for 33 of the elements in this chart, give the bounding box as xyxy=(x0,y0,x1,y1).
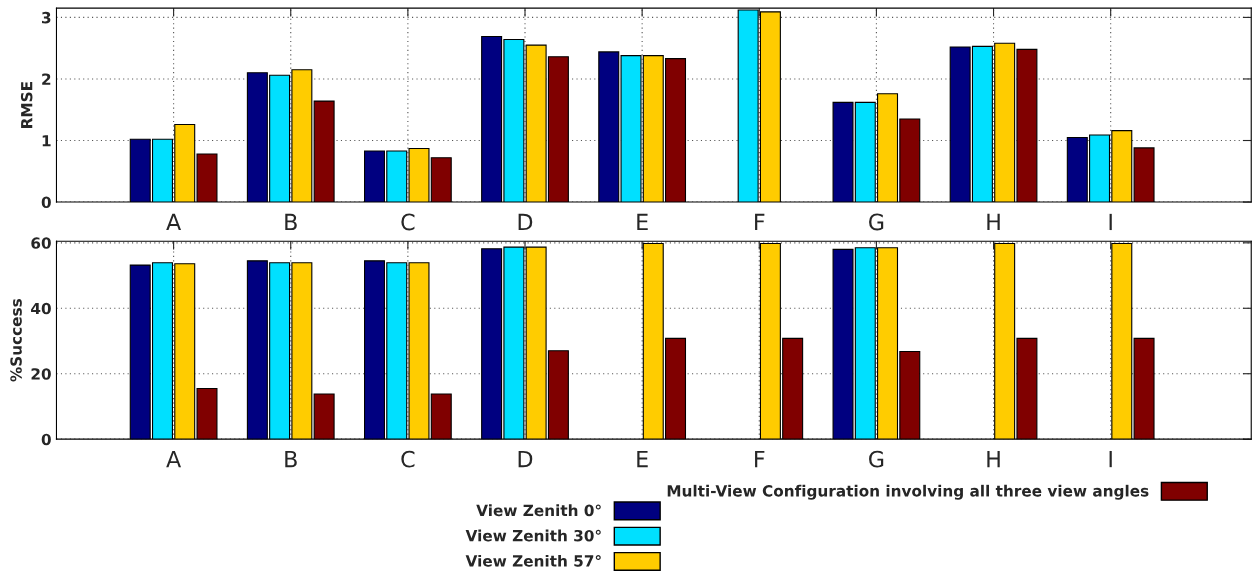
y-tick-label: 3 xyxy=(42,11,51,24)
x-tick-label: H xyxy=(987,450,1000,468)
x-tick-label: B xyxy=(285,450,297,468)
y-tick-label: 60 xyxy=(31,237,51,249)
x-tick-label: F xyxy=(755,450,765,468)
legend-label: View Zenith 0° xyxy=(476,504,601,517)
legend-label: View Zenith 30° xyxy=(465,529,601,542)
y-axis-title: RMSE xyxy=(20,82,33,128)
x-tick-label: F xyxy=(755,213,765,231)
y-tick-label: 2 xyxy=(42,73,51,85)
x-tick-label: H xyxy=(987,213,1000,231)
x-tick-label: G xyxy=(869,213,884,231)
x-tick-label: I xyxy=(1109,450,1112,468)
x-tick-label: E xyxy=(637,450,648,468)
x-tick-label: B xyxy=(285,213,297,231)
y-tick-label: 40 xyxy=(31,302,51,315)
y-tick-label: 0 xyxy=(41,196,51,209)
x-tick-label: D xyxy=(518,450,533,468)
legend-label: View Zenith 57° xyxy=(465,554,601,567)
y-tick-label: 1 xyxy=(42,135,51,147)
x-tick-label: D xyxy=(518,213,533,231)
y-tick-label: 20 xyxy=(31,368,51,380)
x-tick-label: I xyxy=(1109,213,1112,231)
x-tick-label: E xyxy=(637,213,648,231)
x-tick-label: C xyxy=(401,450,415,468)
legend-label: Multi-View Configuration involving all three view angles xyxy=(667,484,1149,500)
y-tick-label: 0 xyxy=(41,433,51,446)
x-tick-label: C xyxy=(401,213,415,231)
x-tick-label: A xyxy=(166,450,182,468)
x-tick-label: G xyxy=(869,450,884,468)
x-tick-label: A xyxy=(166,213,182,231)
bar xyxy=(313,393,335,440)
y-axis-title: %Success xyxy=(10,298,22,382)
